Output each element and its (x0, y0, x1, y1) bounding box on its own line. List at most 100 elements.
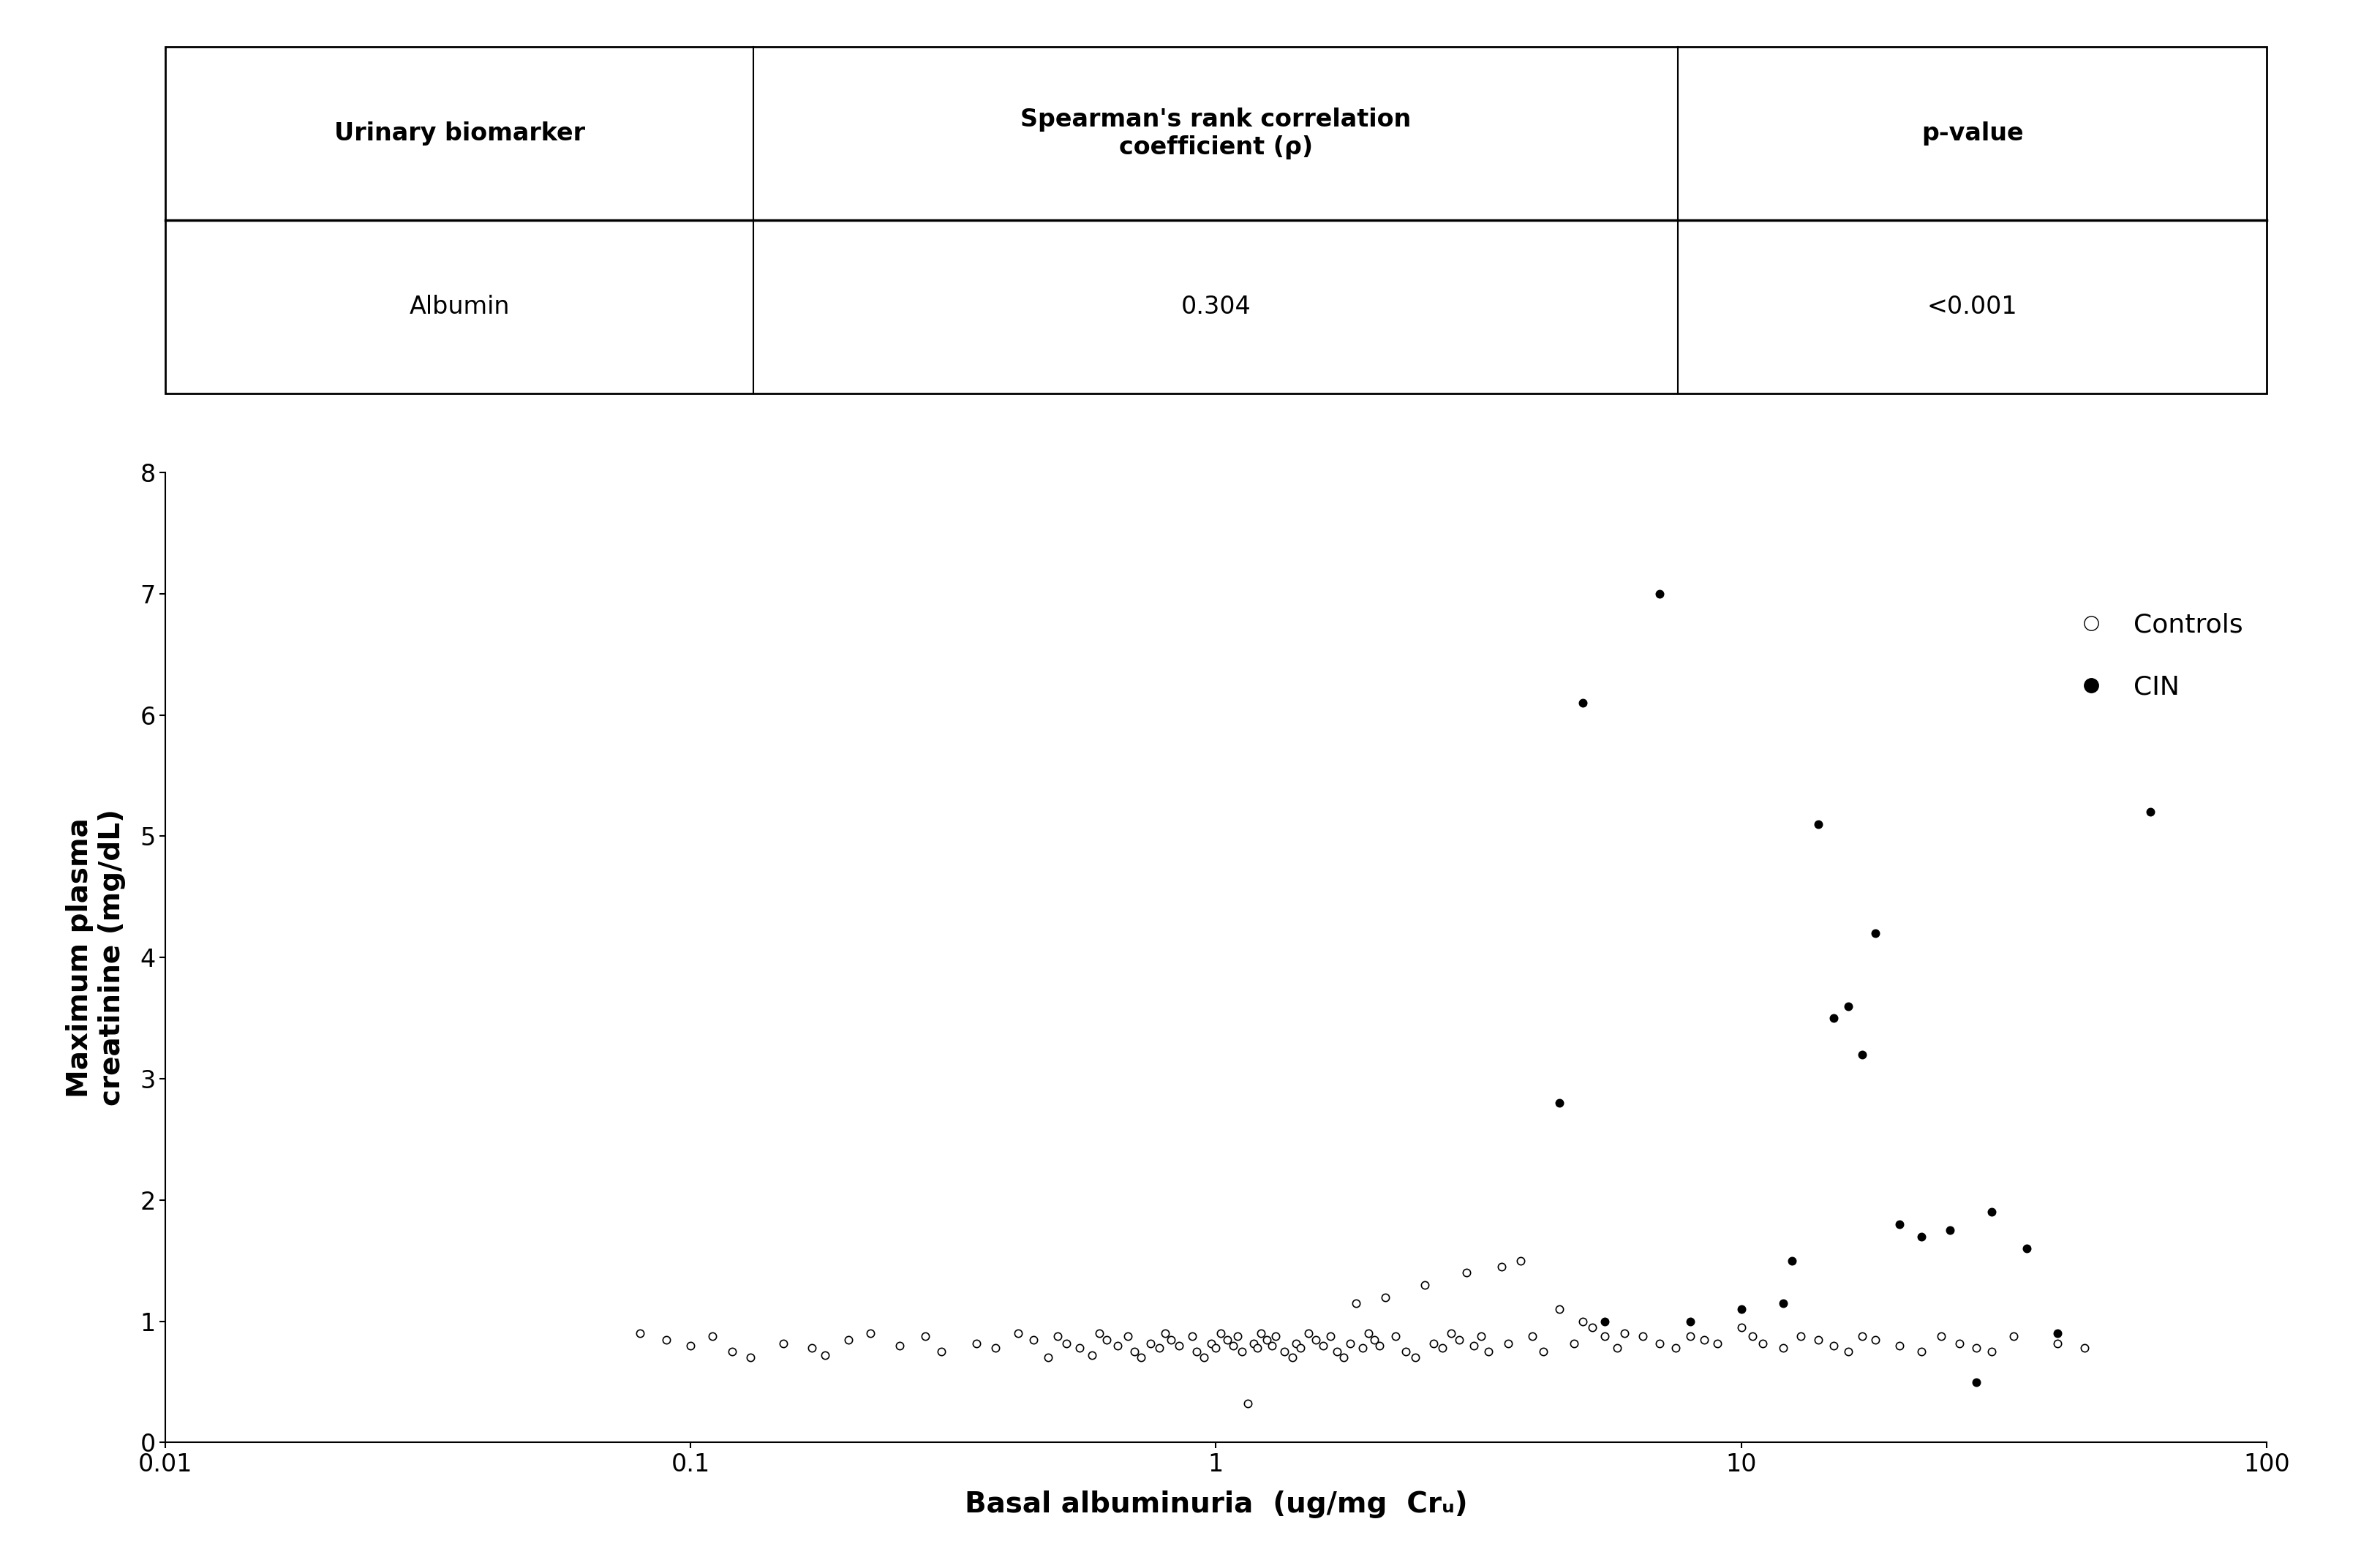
Point (1724, 1297, 1761, 1322)
Point (1240, 1336, 1277, 1361)
Point (1447, 1261, 1485, 1286)
Point (1407, 1272, 1445, 1297)
Point (2038, 1320, 2075, 1345)
Point (1903, 1339, 1941, 1364)
Point (1360, 1333, 1398, 1358)
Point (1088, 1327, 1126, 1352)
Point (1202, 1320, 1240, 1345)
Point (1159, 1333, 1197, 1358)
Point (1256, 1323, 1294, 1348)
Point (1745, 1331, 1783, 1356)
Point (1282, 1336, 1320, 1361)
Point (1110, 1323, 1147, 1348)
Point (999, 1320, 1036, 1345)
Point (1265, 1339, 1303, 1364)
Point (1454, 1333, 1492, 1358)
Point (1995, 1323, 2033, 1348)
Point (1641, 1331, 1679, 1356)
Point (805, 1342, 843, 1367)
Point (1816, 1333, 1853, 1358)
Point (1856, 1327, 1894, 1352)
Point (1461, 1323, 1499, 1348)
Point (1816, 1005, 1853, 1030)
Point (1197, 1336, 1235, 1361)
Point (1296, 1327, 1334, 1352)
Point (1178, 1339, 1216, 1364)
Point (977, 1336, 1015, 1361)
Point (1310, 1323, 1348, 1348)
Point (694, 1323, 732, 1348)
Point (1957, 1336, 1995, 1361)
Y-axis label: Maximum plasma
creatinine (mg/dL): Maximum plasma creatinine (mg/dL) (66, 809, 125, 1105)
Point (1343, 1336, 1381, 1361)
Point (1922, 1323, 1960, 1348)
Point (1098, 1333, 1136, 1358)
Point (1641, 582, 1679, 607)
Point (1121, 1345, 1159, 1370)
Point (1152, 1327, 1190, 1352)
Point (1830, 1339, 1868, 1364)
Point (923, 1339, 961, 1364)
Point (1624, 1323, 1662, 1348)
Point (1539, 1297, 1577, 1322)
Text: Albumin: Albumin (408, 295, 510, 318)
Point (1587, 1323, 1624, 1348)
Point (793, 1336, 831, 1361)
Point (907, 1323, 944, 1348)
Point (1799, 1327, 1837, 1352)
Point (1605, 1320, 1643, 1345)
Point (1140, 1336, 1178, 1361)
Point (959, 1331, 996, 1356)
Point (1657, 1336, 1695, 1361)
Point (1275, 1345, 1313, 1370)
Point (1490, 1331, 1528, 1356)
Point (1783, 1323, 1820, 1348)
Point (1072, 1342, 1110, 1367)
Point (1764, 1290, 1801, 1316)
Point (1235, 1331, 1273, 1356)
Point (1941, 1331, 1979, 1356)
Point (673, 1333, 711, 1358)
Point (829, 1327, 866, 1352)
Point (1414, 1331, 1452, 1356)
Point (1764, 1336, 1801, 1361)
Point (1173, 1323, 1211, 1348)
Point (1469, 1339, 1506, 1364)
Point (1277, 1331, 1315, 1356)
Point (1081, 1320, 1119, 1345)
Point (1483, 1254, 1520, 1279)
Point (732, 1345, 770, 1370)
Point (1830, 994, 1868, 1019)
Point (1185, 1345, 1223, 1370)
Point (881, 1333, 918, 1358)
Point (1350, 1320, 1388, 1345)
Point (1686, 1327, 1724, 1352)
Point (1254, 1333, 1291, 1358)
Point (1424, 1336, 1461, 1361)
Point (1336, 1290, 1374, 1316)
Point (1317, 1339, 1355, 1364)
Point (1060, 1336, 1098, 1361)
Point (1325, 1345, 1362, 1370)
Point (1303, 1333, 1341, 1358)
Point (1218, 1323, 1256, 1348)
Point (1957, 1369, 1995, 1394)
Point (1672, 1309, 1709, 1334)
Text: <0.001: <0.001 (1927, 295, 2019, 318)
Point (1974, 1200, 2012, 1225)
Point (1733, 1323, 1771, 1348)
Point (1502, 1248, 1539, 1273)
Text: Urinary biomarker: Urinary biomarker (333, 122, 586, 146)
Point (1572, 1316, 1610, 1341)
Point (1145, 1320, 1183, 1345)
Point (1242, 1320, 1280, 1345)
Point (1598, 1336, 1636, 1361)
Point (765, 1331, 803, 1356)
Point (1844, 1323, 1882, 1348)
Point (1367, 1284, 1405, 1309)
Point (1431, 1320, 1469, 1345)
Point (1131, 1331, 1169, 1356)
Point (1192, 1331, 1230, 1356)
Point (1974, 1339, 2012, 1364)
Point (1539, 1090, 1577, 1115)
